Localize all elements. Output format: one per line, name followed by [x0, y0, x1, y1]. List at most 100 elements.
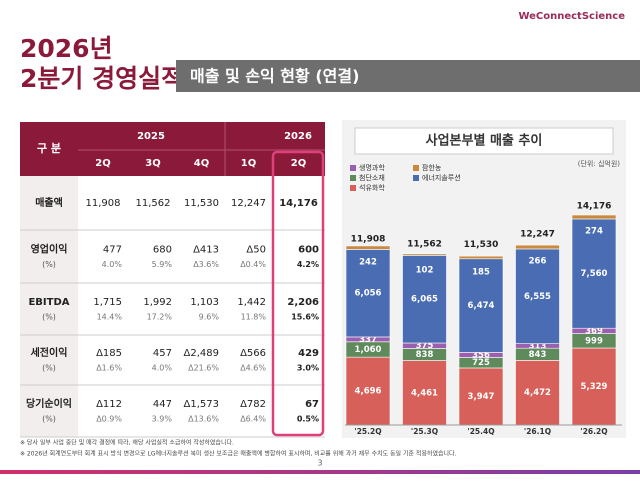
x-tick-label: '26.2Q: [580, 427, 607, 436]
legend-swatch: [350, 165, 356, 171]
cell-value: 14,176: [279, 198, 318, 209]
legend-label: 에너지솔루션: [422, 173, 461, 182]
cell-margin: Δ4.6%: [240, 364, 266, 373]
x-tick-label: '25.2Q: [354, 427, 381, 436]
table-corner: 구 분: [37, 142, 61, 155]
total-label: 11,530: [464, 240, 499, 250]
bottom-stripe: [0, 470, 640, 474]
cell-margin: 3.9%: [152, 415, 173, 424]
legend-label: 첨단소재: [359, 173, 385, 182]
segment-label: 102: [416, 265, 434, 275]
cell-margin: 0.5%: [297, 415, 319, 424]
cell-margin: Δ1.6%: [96, 364, 122, 373]
cell-margin: Δ13.6%: [188, 415, 219, 424]
cell-value: 11,530: [184, 198, 219, 209]
segment-label: 242: [359, 257, 377, 267]
cell-margin: 5.9%: [152, 260, 173, 269]
cell-margin: 9.6%: [199, 313, 220, 322]
cell-value: 11,562: [136, 198, 171, 209]
cell-margin: Δ3.6%: [193, 260, 219, 269]
cell-value: 1,992: [143, 297, 172, 308]
legend-label: 석유화학: [359, 183, 385, 192]
footnote: ※ 당사 일부 사업 중단 및 매각 결정에 따라, 해당 사업실적 소급하여 …: [20, 439, 234, 447]
cell-value: 600: [298, 245, 319, 256]
cell-value: Δ566: [240, 348, 266, 359]
year: 2026: [284, 131, 312, 142]
cell-margin: 15.6%: [291, 313, 319, 322]
row-label: EBITDA: [28, 297, 69, 308]
highlight: [271, 150, 325, 437]
cell-value: 429: [298, 348, 319, 359]
segment-label: 1,060: [355, 345, 382, 355]
cell-margin: 3.0%: [297, 364, 319, 373]
bar-segment: [402, 253, 447, 256]
row-unit: (%): [42, 313, 56, 322]
cell-value: 1,103: [190, 297, 219, 308]
bar-segment: [458, 258, 504, 353]
cell-value: 67: [305, 399, 319, 410]
title: 2분기 경영실적: [20, 64, 184, 93]
logo: WeConnectScience: [518, 11, 625, 22]
bar-segment: [515, 248, 560, 344]
cell-value: 477: [103, 245, 122, 256]
cell-value: Δ50: [246, 245, 266, 256]
cell-margin: Δ6.4%: [240, 415, 266, 424]
row-label: 매출액: [35, 196, 63, 209]
total-label: 11,562: [407, 239, 442, 249]
segment-label: 185: [472, 268, 490, 278]
segment-label: 375: [416, 341, 434, 351]
label-column: [20, 176, 78, 437]
quarter: 2Q: [291, 158, 306, 169]
cell-value: Δ185: [96, 348, 122, 359]
cell-value: Δ413: [193, 245, 219, 256]
segment-label: 6,056: [355, 289, 382, 299]
legend-swatch: [350, 185, 356, 191]
row-label: 영업이익: [31, 243, 68, 256]
total-label: 14,176: [577, 202, 612, 212]
cell-value: 457: [153, 348, 172, 359]
quarter: 4Q: [194, 158, 209, 169]
row-unit: (%): [42, 415, 56, 424]
cell-margin: Δ21.6%: [188, 364, 219, 373]
segment-label: 4,461: [411, 388, 438, 398]
cell-value: 12,247: [231, 198, 266, 209]
cell-margin: 4.0%: [152, 364, 173, 373]
total-label: 12,247: [520, 230, 555, 240]
cell-margin: 4.0%: [102, 260, 123, 269]
legend-label: 생명과학: [359, 163, 385, 172]
segment-label: 313: [529, 341, 547, 351]
year: 2025: [137, 131, 165, 142]
bar-segment: [515, 244, 560, 250]
segment-label: 356: [472, 350, 490, 360]
quarter: 3Q: [145, 158, 160, 169]
row-label: 당기순이익: [26, 397, 72, 410]
bar-segment: [571, 347, 617, 426]
legend-swatch: [350, 175, 356, 181]
bar-segment: [458, 255, 504, 260]
cell-value: 447: [153, 399, 172, 410]
footnote: ※ 2026년 회계연도부터 회계 표시 방식 변경으로 LG에너지솔루션 북미…: [20, 450, 457, 458]
cell-margin: 4.2%: [297, 260, 319, 269]
bar-segment: [345, 245, 391, 250]
unit: (단위: 십억원): [578, 159, 621, 168]
row-label: 세전이익: [31, 346, 68, 359]
cell-value: 680: [153, 245, 172, 256]
cell-margin: Δ0.9%: [96, 415, 122, 424]
chart-title: 사업본부별 매출 추이: [426, 133, 543, 149]
segment-label: 6,555: [524, 292, 551, 302]
bar-segment: [571, 214, 617, 220]
cell-margin: Δ0.4%: [240, 260, 266, 269]
bar-segment: [515, 360, 560, 426]
segment-label: 843: [529, 350, 547, 360]
legend-swatch: [413, 175, 419, 181]
segment-label: 6,474: [468, 301, 495, 311]
row-unit: (%): [42, 260, 56, 269]
cell-margin: 11.8%: [241, 313, 267, 322]
cell-value: 11,908: [86, 198, 121, 209]
segment-label: 337: [359, 335, 377, 345]
cell-value: 1,715: [93, 297, 122, 308]
cell-value: Δ2,489: [184, 348, 219, 359]
segment-label: 4,472: [524, 388, 551, 398]
row-unit: (%): [42, 364, 56, 373]
